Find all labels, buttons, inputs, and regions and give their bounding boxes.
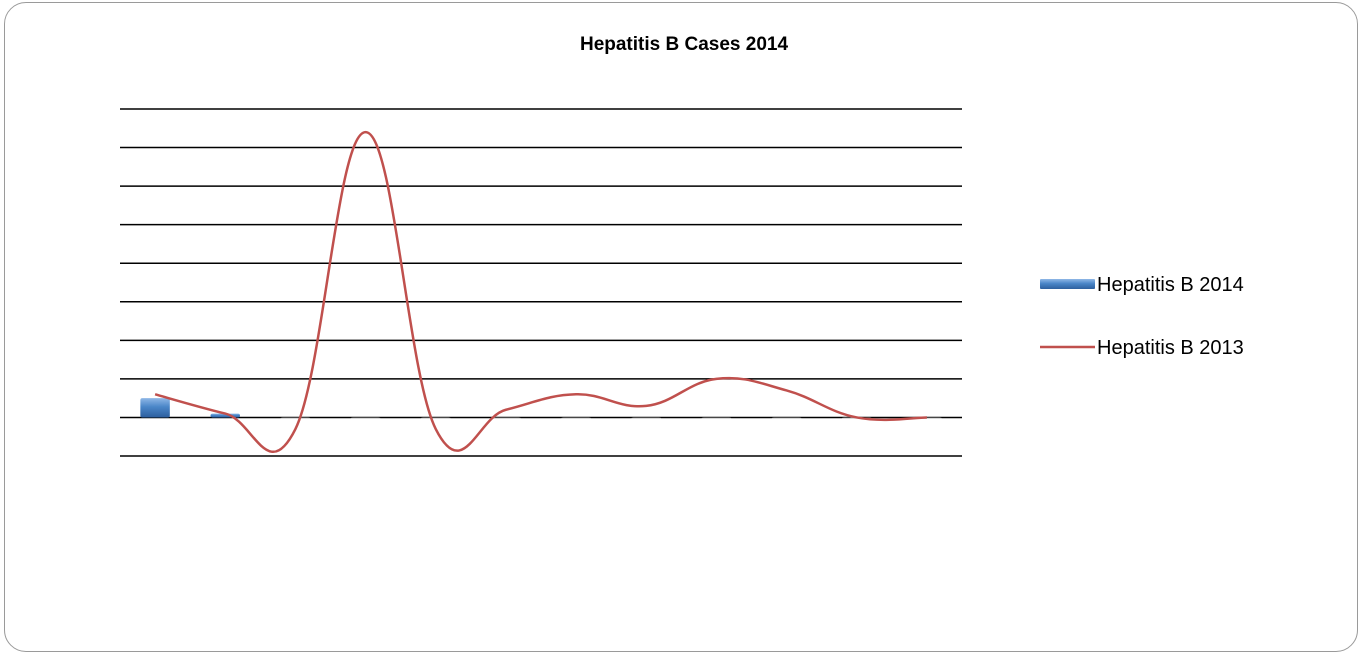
bar xyxy=(701,417,732,419)
bar xyxy=(631,417,661,419)
legend-label-hepatitis-b-2013: Hepatitis B 2013 xyxy=(1097,337,1244,359)
chart-canvas: Hepatitis B 2014 Hepatitis B 2013 xyxy=(120,108,1244,457)
legend-swatch-bar xyxy=(1040,279,1095,289)
chart-frame xyxy=(4,2,1358,652)
bar xyxy=(491,417,521,419)
chart-title: Hepatitis B Cases 2014 xyxy=(579,34,789,55)
gridlines xyxy=(120,108,962,457)
bar xyxy=(771,417,802,419)
bar-series xyxy=(140,398,942,419)
legend: Hepatitis B 2014 Hepatitis B 2013 xyxy=(1040,274,1244,359)
series-line-hepatitis-b-2013 xyxy=(154,130,927,454)
bar xyxy=(561,417,591,419)
bar xyxy=(421,417,451,419)
legend-label-hepatitis-b-2014: Hepatitis B 2014 xyxy=(1097,274,1244,296)
line-series xyxy=(154,130,927,454)
bar xyxy=(140,398,170,418)
bar xyxy=(280,417,311,419)
bar xyxy=(350,417,381,419)
